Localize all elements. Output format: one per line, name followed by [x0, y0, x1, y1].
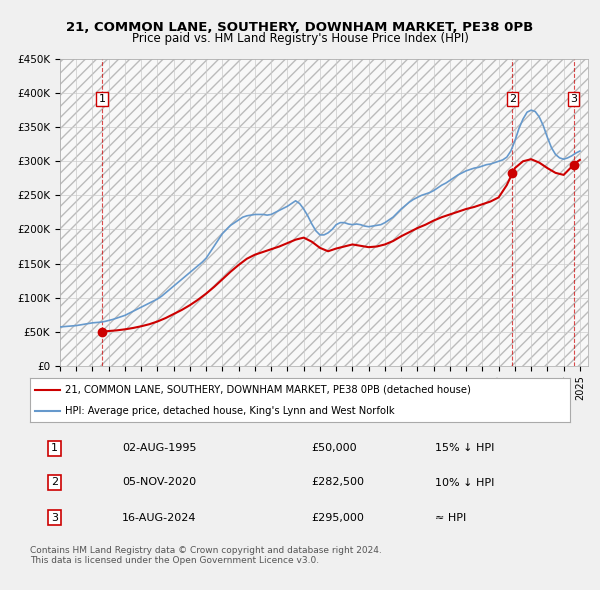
Text: Price paid vs. HM Land Registry's House Price Index (HPI): Price paid vs. HM Land Registry's House … [131, 32, 469, 45]
Text: £282,500: £282,500 [311, 477, 364, 487]
Text: 16-AUG-2024: 16-AUG-2024 [122, 513, 196, 523]
Text: 05-NOV-2020: 05-NOV-2020 [122, 477, 196, 487]
Text: 10% ↓ HPI: 10% ↓ HPI [435, 477, 494, 487]
Text: 2: 2 [51, 477, 58, 487]
Text: 21, COMMON LANE, SOUTHERY, DOWNHAM MARKET, PE38 0PB (detached house): 21, COMMON LANE, SOUTHERY, DOWNHAM MARKE… [65, 385, 471, 395]
Text: 1: 1 [98, 94, 106, 104]
Text: 1: 1 [51, 444, 58, 453]
Text: 2: 2 [509, 94, 516, 104]
Text: £50,000: £50,000 [311, 444, 356, 453]
Text: 3: 3 [51, 513, 58, 523]
Text: ≈ HPI: ≈ HPI [435, 513, 466, 523]
Text: Contains HM Land Registry data © Crown copyright and database right 2024.
This d: Contains HM Land Registry data © Crown c… [30, 546, 382, 565]
Text: HPI: Average price, detached house, King's Lynn and West Norfolk: HPI: Average price, detached house, King… [65, 406, 395, 416]
Text: 02-AUG-1995: 02-AUG-1995 [122, 444, 196, 453]
Text: 3: 3 [570, 94, 577, 104]
Text: £295,000: £295,000 [311, 513, 364, 523]
Text: 15% ↓ HPI: 15% ↓ HPI [435, 444, 494, 453]
Text: 21, COMMON LANE, SOUTHERY, DOWNHAM MARKET, PE38 0PB: 21, COMMON LANE, SOUTHERY, DOWNHAM MARKE… [67, 21, 533, 34]
